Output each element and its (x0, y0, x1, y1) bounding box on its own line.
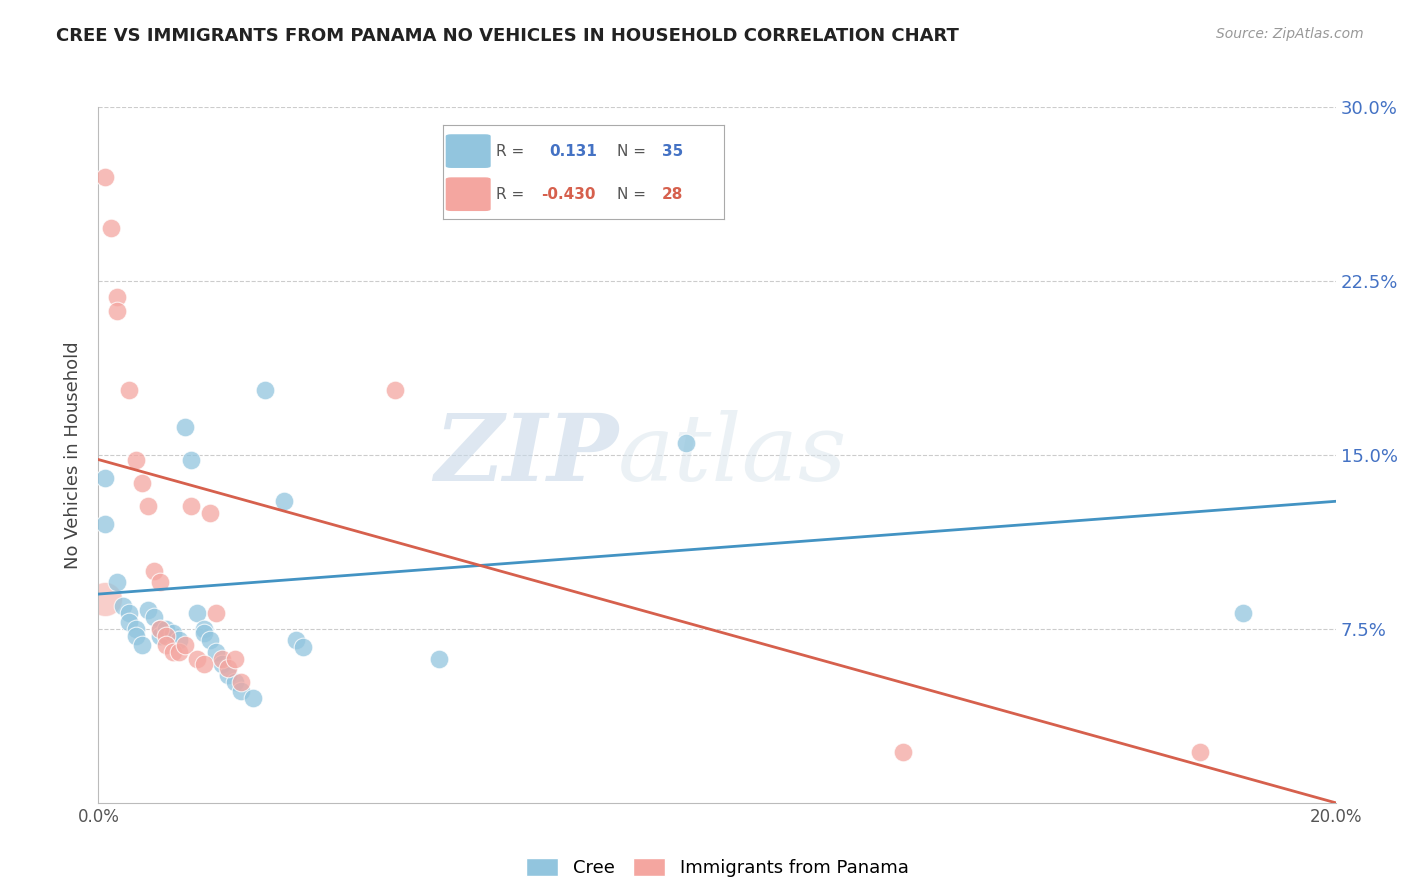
Point (205, 606, 228, 620)
Point (285, 633, 308, 648)
Point (155, 629, 177, 643)
Point (205, 645, 228, 659)
Point (131, 638, 153, 652)
Point (124, 452, 146, 467)
Point (193, 626, 215, 640)
Point (155, 638, 177, 652)
Point (224, 652, 246, 666)
Point (149, 575, 172, 590)
Text: R =: R = (496, 186, 524, 202)
Text: Source: ZipAtlas.com: Source: ZipAtlas.com (1216, 27, 1364, 41)
Legend: Cree, Immigrants from Panama: Cree, Immigrants from Panama (519, 850, 915, 884)
Point (254, 383, 277, 397)
Text: 28: 28 (662, 186, 683, 202)
Point (193, 657, 215, 671)
Text: N =: N = (617, 144, 647, 159)
Text: 35: 35 (662, 144, 683, 159)
Point (93, 471, 115, 485)
Point (105, 290, 128, 304)
Point (186, 652, 208, 666)
Point (174, 420, 197, 434)
FancyBboxPatch shape (446, 178, 491, 211)
Point (891, 745, 914, 759)
Point (131, 475, 153, 490)
Point (149, 622, 172, 636)
Point (100, 220, 122, 235)
Text: ZIP: ZIP (434, 410, 619, 500)
Point (427, 652, 450, 666)
Point (198, 633, 221, 648)
Point (1232, 606, 1254, 620)
Point (180, 499, 202, 513)
Point (193, 622, 215, 636)
Point (217, 661, 239, 675)
Point (384, 383, 406, 397)
Point (93, 169, 115, 184)
Text: 0.131: 0.131 (550, 144, 598, 159)
Point (162, 626, 184, 640)
Point (242, 691, 264, 706)
Point (675, 436, 697, 450)
Point (211, 652, 233, 666)
Point (93, 517, 115, 532)
Point (229, 684, 252, 698)
Point (217, 668, 239, 682)
Point (155, 622, 177, 636)
Point (136, 603, 159, 617)
Point (186, 606, 208, 620)
Text: N =: N = (617, 186, 647, 202)
Text: R =: R = (496, 144, 524, 159)
Point (143, 564, 166, 578)
Point (273, 494, 295, 508)
Point (124, 622, 146, 636)
Point (229, 675, 252, 690)
Point (224, 675, 246, 690)
Point (143, 610, 166, 624)
Point (149, 629, 172, 643)
Point (149, 622, 172, 636)
FancyBboxPatch shape (446, 134, 491, 168)
Point (1188, 745, 1211, 759)
Point (93, 591, 115, 606)
Point (105, 575, 128, 590)
Point (118, 383, 141, 397)
Point (180, 452, 202, 467)
Point (174, 638, 197, 652)
Text: CREE VS IMMIGRANTS FROM PANAMA NO VEHICLES IN HOUSEHOLD CORRELATION CHART: CREE VS IMMIGRANTS FROM PANAMA NO VEHICL… (56, 27, 959, 45)
Point (112, 599, 135, 613)
Point (136, 499, 159, 513)
Point (124, 629, 146, 643)
Y-axis label: No Vehicles in Household: No Vehicles in Household (65, 341, 83, 569)
Point (291, 640, 314, 655)
Point (198, 506, 221, 520)
Point (118, 615, 141, 629)
Point (211, 657, 233, 671)
Text: -0.430: -0.430 (541, 186, 596, 202)
Point (167, 645, 190, 659)
Point (162, 645, 184, 659)
Point (105, 304, 128, 318)
Text: atlas: atlas (619, 410, 848, 500)
Point (167, 633, 190, 648)
Point (118, 606, 141, 620)
